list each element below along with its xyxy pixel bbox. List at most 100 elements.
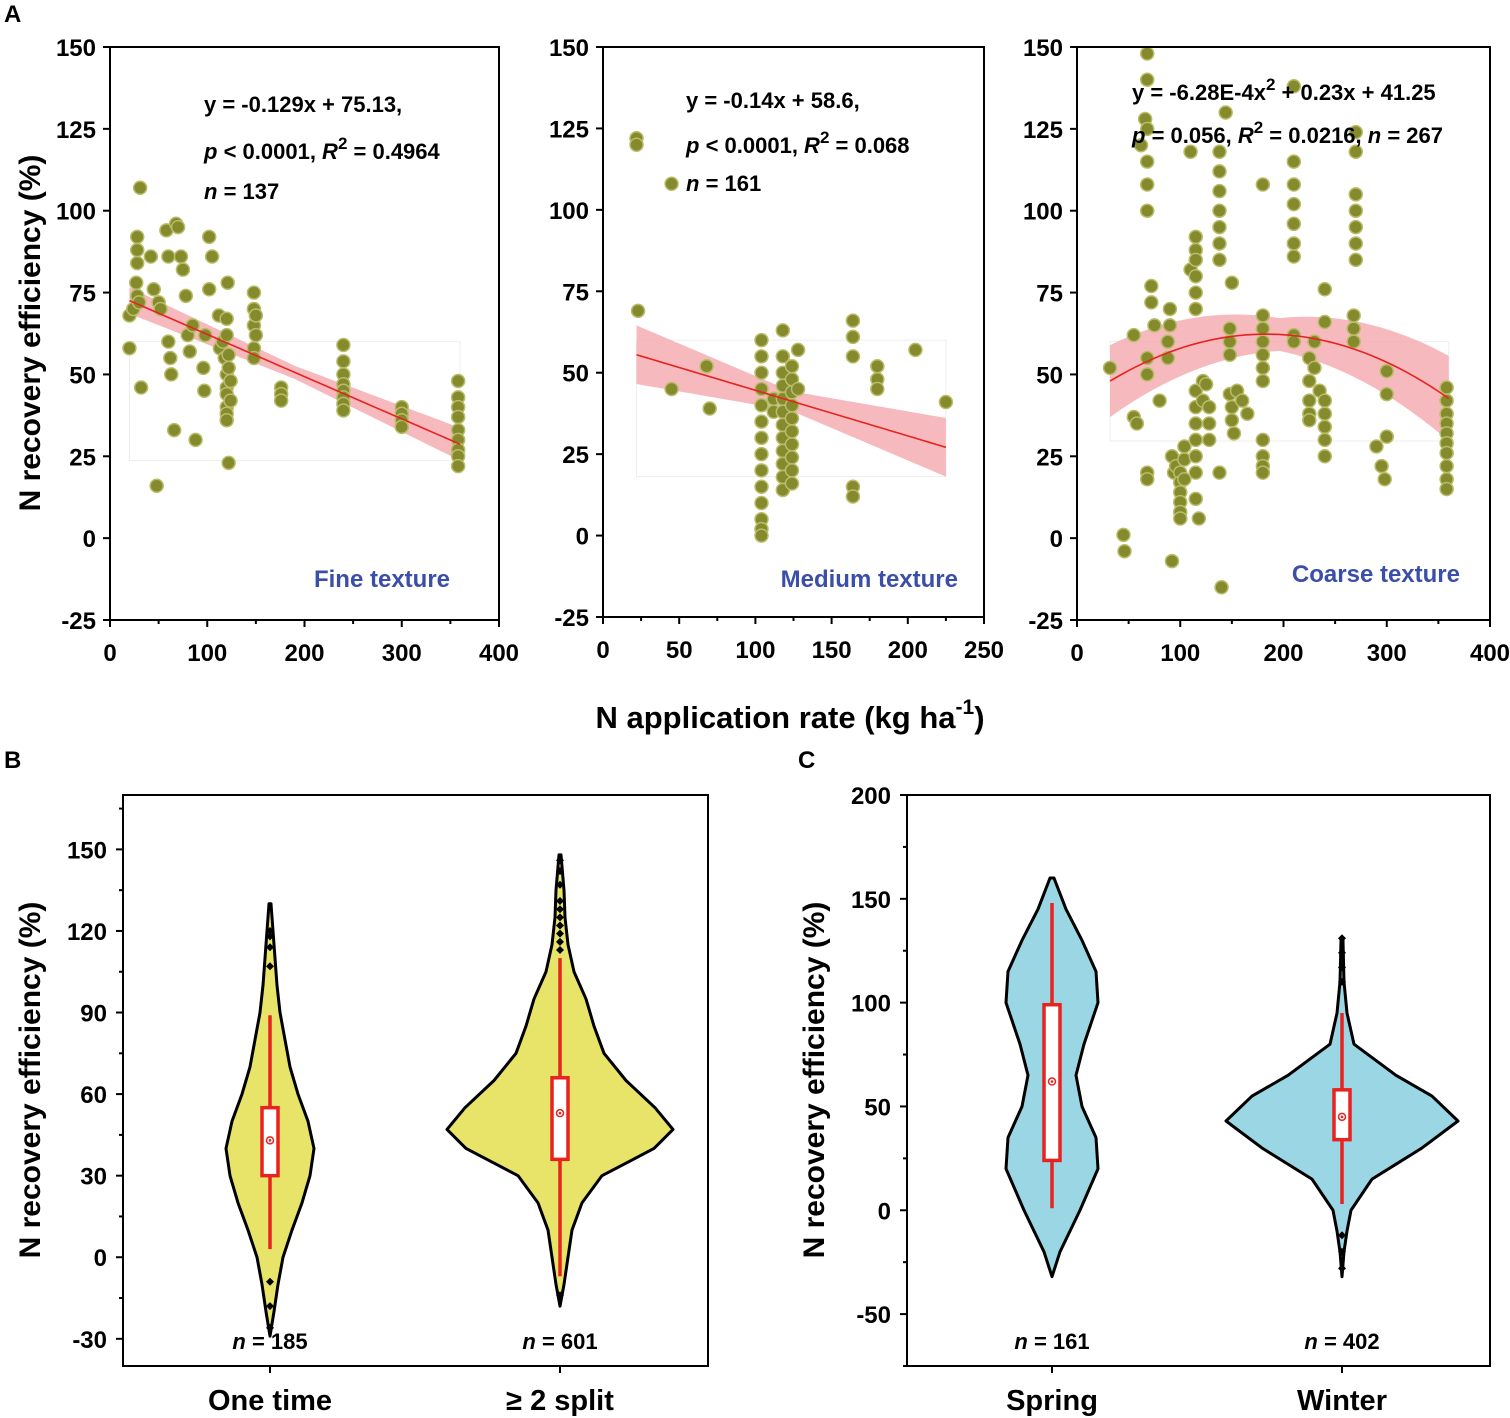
a3-data-point xyxy=(1348,187,1364,202)
a1-data-point xyxy=(336,354,351,369)
b-y-tick-label: 120 xyxy=(67,919,107,946)
a3-data-point xyxy=(1139,154,1155,169)
b-violins xyxy=(224,853,675,1338)
a-x-axis-label: N application rate (kg ha-1) xyxy=(595,696,984,735)
b-outlier xyxy=(556,937,564,946)
c-mean-dot-0 xyxy=(1050,1080,1054,1083)
a3-r-sup: 2 xyxy=(1254,118,1263,137)
a2-x-tick-label: 200 xyxy=(888,637,928,664)
a-y-axis-label: N recovery efficiency (%) xyxy=(14,155,47,512)
b-category-label-1: ≥ 2 split xyxy=(506,1385,614,1417)
a3-data-point xyxy=(1317,393,1333,408)
a3-data-point xyxy=(1286,196,1302,212)
a3-y-tick-label: 25 xyxy=(1036,444,1063,471)
c-outlier xyxy=(1338,1247,1346,1256)
a3-data-point xyxy=(1188,301,1203,317)
c-y-tick-label: 100 xyxy=(851,991,891,1018)
a2-x-tick-label: 100 xyxy=(735,637,775,664)
a2-x-tick-label: 250 xyxy=(964,637,1004,664)
b-outlier xyxy=(556,856,564,865)
a3-y-tick-label: 0 xyxy=(1050,526,1063,553)
a3-confidence-band xyxy=(1110,314,1449,442)
b-plot-frame xyxy=(122,794,709,1367)
b-n-symbol-1: n xyxy=(522,1329,535,1354)
a1-n-symbol: n xyxy=(204,179,217,204)
a1-data-point xyxy=(204,249,220,264)
panel-c: -50 0 50 100 150 200 Spring n = 161 Winter n = 4… xyxy=(851,783,1491,1417)
a3-data-point xyxy=(1183,144,1198,160)
a3-r2-value: = 0.0216, xyxy=(1263,123,1368,148)
a1-data-point xyxy=(163,350,178,366)
a3-data-point xyxy=(1212,144,1227,160)
b-outlier xyxy=(556,897,564,906)
a1-x-tick-label: 400 xyxy=(479,640,519,667)
a1-fit-group xyxy=(129,299,461,445)
a2-fit-line xyxy=(636,353,947,449)
a3-data-point xyxy=(1102,360,1118,376)
a3-data-point xyxy=(1439,380,1454,395)
a3-p-value: = 0.056, xyxy=(1145,123,1237,148)
a1-r2-value: = 0.4964 xyxy=(347,139,440,164)
a1-x-tick-label: 0 xyxy=(103,640,116,667)
a2-n-value: = 161 xyxy=(699,171,761,196)
b-n-label-0: n = 185 xyxy=(232,1329,307,1354)
a2-r2-value: = 0.068 xyxy=(829,133,909,158)
a2-data-point xyxy=(784,358,800,374)
a3-data-point xyxy=(1191,511,1207,526)
a2-y-tick-label: 25 xyxy=(562,442,589,469)
a3-data-point xyxy=(1198,377,1214,392)
a3-data-point xyxy=(1317,282,1333,297)
a1-data-point xyxy=(223,393,238,408)
a3-data-point xyxy=(1234,393,1250,408)
b-outlier xyxy=(556,880,564,889)
a2-equation-line2: p < 0.0001, R2 = 0.068 xyxy=(685,128,910,158)
b-mean-marker-0 xyxy=(265,1136,275,1145)
a3-data-point xyxy=(1129,416,1145,431)
a2-x-tick-label: 50 xyxy=(666,637,693,664)
a2-points xyxy=(629,130,954,543)
a3-p-symbol: p xyxy=(1131,123,1145,148)
a2-equation-line1: y = -0.14x + 58.6, xyxy=(686,88,860,113)
a3-data-point xyxy=(1348,203,1364,218)
a3-r-symbol: R xyxy=(1238,123,1254,148)
a3-data-point xyxy=(1302,393,1317,408)
a1-data-point xyxy=(219,413,234,428)
a1-data-point xyxy=(188,432,203,448)
a3-ci-band-group xyxy=(1109,314,1450,442)
a1-data-point xyxy=(129,242,145,258)
c-outlier xyxy=(1338,963,1346,972)
a3-y-tick-label: 100 xyxy=(1023,199,1063,226)
a3-data-point xyxy=(1214,580,1229,595)
c-y-axis-label: N recovery efficiency (%) xyxy=(798,902,831,1259)
b-category-label-0: One time xyxy=(208,1385,332,1417)
a3-data-point xyxy=(1346,334,1361,349)
a1-x-tick-label: 100 xyxy=(187,640,227,667)
a3-data-point xyxy=(1255,432,1271,448)
a2-axes: 0 50 100 150 200 250 -25 0 25 50 75 100 125 150 xyxy=(549,35,1004,664)
a1-texture-label: Fine texture xyxy=(314,566,450,593)
a3-data-point xyxy=(1302,373,1317,389)
c-n-label-0: n = 161 xyxy=(1014,1329,1089,1354)
c-outlier xyxy=(1338,1264,1346,1273)
a3-data-point xyxy=(1212,252,1227,268)
a1-data-point xyxy=(149,478,164,494)
c-y-tick-label: 50 xyxy=(864,1094,891,1121)
a3-data-point xyxy=(1139,46,1155,61)
a1-confidence-band xyxy=(129,287,461,461)
a3-data-point xyxy=(1188,229,1203,245)
a3-data-point xyxy=(1133,137,1149,153)
a1-data-point xyxy=(178,288,194,304)
c-box-1 xyxy=(1332,1088,1352,1142)
a3-data-point xyxy=(1286,216,1302,232)
a3-n-value: = 267 xyxy=(1381,123,1443,148)
c-mean-marker-0 xyxy=(1047,1077,1057,1086)
a2-data-point xyxy=(845,329,861,345)
c-n-label-1: n = 402 xyxy=(1304,1329,1379,1354)
a3-data-point xyxy=(1346,308,1361,323)
a3-data-point xyxy=(1374,458,1389,474)
a2-y-tick-label: 75 xyxy=(562,279,589,306)
a3-data-point xyxy=(1222,347,1238,363)
b-box-1 xyxy=(550,1076,570,1162)
a2-data-point xyxy=(664,381,679,397)
